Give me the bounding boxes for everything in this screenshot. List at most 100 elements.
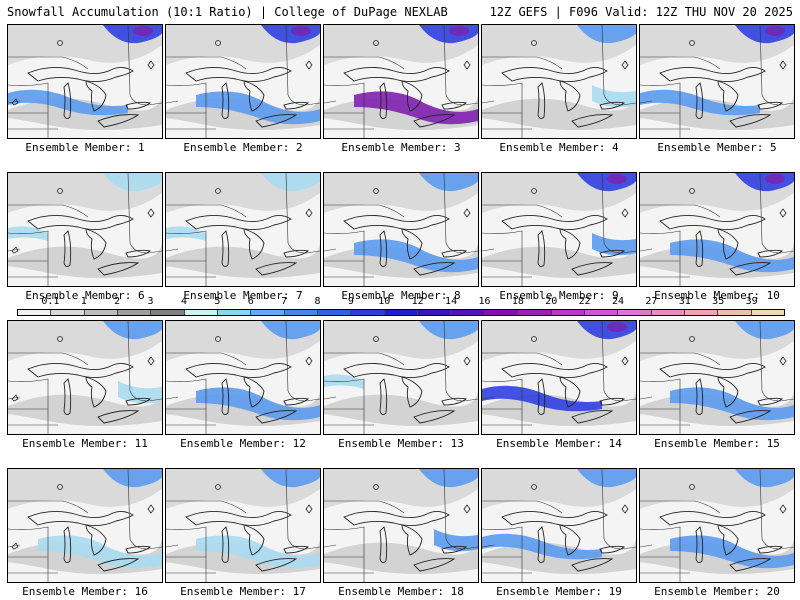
us-canada-border bbox=[482, 352, 563, 366]
lake-ontario-outline bbox=[599, 249, 626, 258]
colorbar-swatch bbox=[418, 310, 452, 315]
ensemble-member-map bbox=[639, 320, 795, 435]
station-marker bbox=[305, 60, 313, 70]
lake-michigan-outline bbox=[379, 82, 388, 120]
lake-michigan-outline bbox=[221, 378, 230, 416]
lake-michigan-outline bbox=[221, 230, 230, 268]
ensemble-member-label: Ensemble Member: 15 bbox=[654, 437, 780, 450]
station-marker bbox=[57, 40, 63, 46]
lake-huron-outline bbox=[243, 228, 265, 260]
ensemble-member-map bbox=[7, 172, 163, 287]
lake-erie-outline bbox=[255, 558, 298, 572]
lake-huron-outline bbox=[559, 376, 581, 408]
colorbar-tick-label: 1 bbox=[80, 296, 87, 307]
state-border-west bbox=[640, 230, 681, 261]
province-border bbox=[443, 25, 478, 106]
lake-huron-outline bbox=[559, 524, 581, 556]
ensemble-member-label: Ensemble Member: 6 bbox=[25, 289, 145, 302]
lake-superior-outline bbox=[27, 362, 134, 378]
colorbar-swatch bbox=[651, 310, 685, 315]
state-border-west bbox=[482, 230, 523, 261]
state-border-small bbox=[482, 396, 495, 400]
lake-erie-outline bbox=[413, 114, 456, 128]
station-marker bbox=[305, 208, 313, 218]
lake-michigan-outline bbox=[221, 526, 230, 564]
colorbar-tick-label: 4 bbox=[180, 296, 187, 307]
state-border-west bbox=[482, 378, 523, 409]
province-border bbox=[443, 173, 478, 254]
state-border-small bbox=[166, 100, 179, 104]
us-canada-border bbox=[640, 56, 721, 70]
lake-superior-outline bbox=[343, 362, 450, 378]
state-border-small bbox=[482, 100, 495, 104]
station-marker bbox=[463, 208, 471, 218]
colorbar-swatch bbox=[51, 310, 85, 315]
colorbar-swatch bbox=[284, 310, 319, 315]
lake-ontario-outline bbox=[125, 397, 152, 406]
colorbar-tick-label: 12 bbox=[411, 296, 424, 307]
lake-ontario-outline bbox=[283, 545, 310, 554]
lake-ontario-outline bbox=[757, 101, 784, 110]
us-canada-border bbox=[324, 56, 405, 70]
colorbar-swatch bbox=[318, 310, 352, 315]
snow-band-north bbox=[419, 321, 478, 340]
us-canada-border bbox=[166, 56, 247, 70]
colorbar-tick-label: 16 bbox=[478, 296, 491, 307]
ensemble-member-map bbox=[639, 468, 795, 583]
state-border-west bbox=[8, 82, 49, 113]
station-marker bbox=[305, 504, 313, 514]
lake-superior-outline bbox=[501, 214, 608, 230]
province-border bbox=[601, 25, 636, 106]
snow-band-north bbox=[735, 469, 794, 488]
province-border bbox=[443, 469, 478, 550]
snow-band-north bbox=[261, 173, 320, 192]
lake-huron-outline bbox=[717, 228, 739, 260]
lake-erie-outline bbox=[729, 114, 772, 128]
ensemble-member-label: Ensemble Member: 7 bbox=[183, 289, 303, 302]
snow-band-east bbox=[592, 85, 636, 108]
snow-band-north bbox=[261, 469, 320, 488]
colorbar-tick-label: 7 bbox=[281, 296, 288, 307]
lake-erie-outline bbox=[571, 410, 614, 424]
us-canada-border bbox=[8, 56, 89, 70]
state-border-small bbox=[166, 396, 179, 400]
ensemble-member-map bbox=[7, 468, 163, 583]
state-border-small bbox=[640, 100, 653, 104]
lake-michigan-outline bbox=[63, 82, 72, 120]
lake-ontario-outline bbox=[599, 545, 626, 554]
state-border-west bbox=[166, 378, 207, 409]
state-border-small bbox=[324, 100, 337, 104]
lake-huron-outline bbox=[717, 376, 739, 408]
station-marker bbox=[147, 504, 155, 514]
lake-michigan-outline bbox=[537, 378, 546, 416]
station-marker bbox=[621, 60, 629, 70]
colorbar-swatch bbox=[351, 310, 385, 315]
colorbar-tick-label: 24 bbox=[612, 296, 625, 307]
province-border bbox=[601, 321, 636, 402]
province-border bbox=[601, 469, 636, 550]
station-marker bbox=[57, 336, 63, 342]
ensemble-member-map bbox=[639, 172, 795, 287]
colorbar-swatch bbox=[18, 310, 52, 315]
us-canada-border bbox=[324, 204, 405, 218]
ensemble-member-label: Ensemble Member: 12 bbox=[180, 437, 306, 450]
state-border-small bbox=[324, 396, 337, 400]
us-canada-border bbox=[640, 204, 721, 218]
lake-superior-outline bbox=[343, 66, 450, 82]
station-marker bbox=[57, 188, 63, 194]
colorbar-tick-label: 22 bbox=[578, 296, 591, 307]
model-run-info: 12Z GEFS | F096 Valid: 12Z THU NOV 20 20… bbox=[489, 5, 793, 19]
province-border bbox=[285, 321, 320, 402]
lake-superior-outline bbox=[501, 510, 608, 526]
province-border bbox=[601, 173, 636, 254]
colorbar-swatch bbox=[384, 310, 419, 315]
us-canada-border bbox=[640, 500, 721, 514]
lake-superior-outline bbox=[185, 362, 292, 378]
station-marker bbox=[463, 60, 471, 70]
state-border-west bbox=[166, 230, 207, 261]
colorbar-swatch bbox=[618, 310, 652, 315]
lake-huron-outline bbox=[401, 228, 423, 260]
lake-michigan-outline bbox=[537, 82, 546, 120]
station-marker bbox=[689, 336, 695, 342]
lake-erie-outline bbox=[413, 262, 456, 276]
